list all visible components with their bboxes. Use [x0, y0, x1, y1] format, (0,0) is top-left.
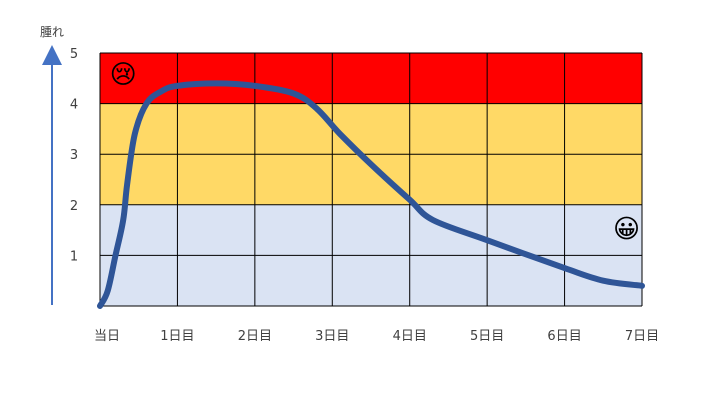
x-tick-labels: 当日 1日目 2日目 3日目 4日目 5日目 6日目 7日目 [94, 329, 659, 344]
y-axis-title: 腫れ [40, 25, 64, 39]
y-tick-labels: 1 2 3 4 5 [70, 47, 78, 264]
y-tick-label: 1 [70, 249, 78, 264]
y-tick-label: 2 [70, 199, 78, 214]
emoji-markers: 😢😀 [110, 60, 640, 244]
y-tick-label: 5 [70, 47, 78, 62]
x-tick-label: 1日目 [160, 329, 194, 344]
zone-band-2 [100, 53, 642, 104]
grid-lines [99, 52, 643, 307]
x-tick-label: 7日目 [625, 329, 659, 344]
crying-face-icon: 😢 [110, 60, 137, 90]
swelling-line [97, 80, 645, 309]
x-tick-label: 6日目 [547, 329, 581, 344]
x-tick-label: 3日目 [315, 329, 349, 344]
y-tick-label: 4 [70, 98, 78, 113]
smiling-face-icon: 😀 [613, 215, 640, 245]
y-tick-label: 3 [70, 148, 78, 163]
x-tick-label: 2日目 [238, 329, 272, 344]
x-tick-label: 4日目 [393, 329, 427, 344]
x-tick-label: 当日 [94, 329, 120, 344]
x-tick-label: 5日目 [470, 329, 504, 344]
